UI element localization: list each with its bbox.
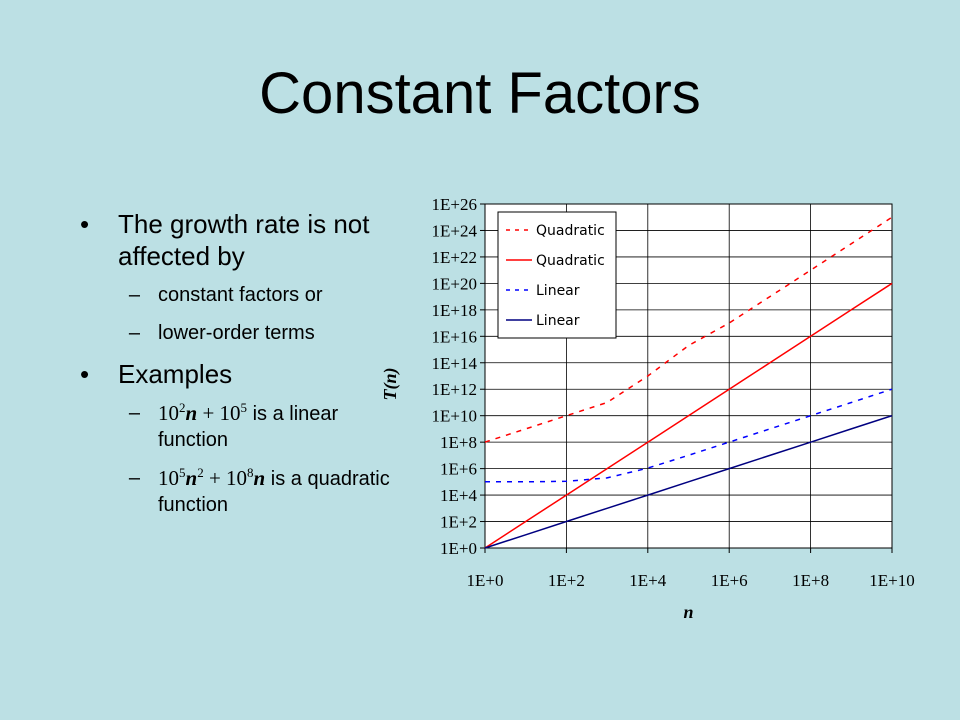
coef: 10 — [158, 466, 179, 490]
x-tick-label: 1E+4 — [629, 571, 666, 590]
bullet-text: Examples — [118, 359, 233, 389]
y-tick-label: 1E+6 — [440, 460, 477, 479]
series-line-linear-solid — [484, 414, 893, 549]
exp: 5 — [179, 465, 186, 480]
legend-box — [497, 211, 617, 339]
subbullet-text: constant factors or — [158, 284, 323, 306]
example-text: is a linear function — [158, 403, 339, 451]
growth-chart: 1E+0 1E+2 1E+4 1E+6 1E+8 1E+10 1E+12 1E+14 1E+16… — [380, 195, 915, 622]
example-quadratic: – 105n2 + 108n is a quadratic function — [80, 465, 400, 518]
y-tick-label: 1E+0 — [440, 539, 477, 558]
y-tick-label: 1E+24 — [432, 221, 478, 240]
y-tick-label: 1E+4 — [440, 486, 477, 505]
subbullet-constant-factors: – constant factors or — [80, 282, 400, 308]
var-n: n — [185, 401, 198, 425]
coef: 10 — [158, 401, 179, 425]
var-n: n — [185, 466, 198, 490]
bullet-examples: • Examples — [80, 358, 400, 390]
y-tick-label: 1E+12 — [432, 380, 477, 399]
x-tick-label: 1E+0 — [467, 571, 504, 590]
example-linear: – 102n + 105 is a linear function — [80, 400, 400, 453]
bullet-growth-rate: • The growth rate is not affected by — [80, 208, 400, 272]
math-expression: 105n2 + 108n — [158, 466, 265, 490]
coef: 10 — [219, 401, 241, 425]
y-tick-label: 1E+26 — [432, 195, 477, 214]
var-n: n — [253, 466, 266, 490]
y-tick-label: 1E+8 — [440, 433, 477, 452]
exp: 2 — [179, 400, 186, 415]
plus: + — [203, 466, 227, 490]
x-tick-label: 1E+8 — [792, 571, 829, 590]
series-line-quadratic-dashed — [484, 216, 893, 443]
y-tick-label: 1E+20 — [432, 274, 477, 293]
y-tick-label: 1E+2 — [440, 513, 477, 532]
x-tick-label: 1E+6 — [711, 571, 748, 590]
bullet-list: • The growth rate is not affected by – c… — [80, 208, 400, 530]
y-tick-label: 1E+16 — [432, 327, 477, 346]
dash-marker: – — [128, 402, 140, 424]
plot-frame — [484, 203, 893, 549]
dash-marker: – — [128, 467, 140, 489]
bullet-marker: • — [80, 359, 90, 389]
y-tick-label: 1E+14 — [432, 354, 478, 373]
x-axis-label: n — [683, 602, 693, 622]
legend-label: Quadratic — [536, 253, 605, 269]
exp: 5 — [240, 400, 248, 415]
y-tick-label: 1E+22 — [432, 248, 477, 267]
bullet-text: The growth rate is not affected by — [118, 209, 370, 271]
y-tick-label: 1E+18 — [432, 301, 477, 320]
series-line-quadratic-solid — [484, 282, 893, 549]
x-tick-label: 1E+2 — [548, 571, 585, 590]
coef: 10 — [226, 466, 248, 490]
legend-label: Quadratic — [536, 223, 605, 239]
math-expression: 102n + 105 — [158, 401, 247, 425]
slide-title: Constant Factors — [259, 61, 701, 126]
bullet-marker: • — [80, 209, 90, 239]
plus: + — [197, 401, 220, 425]
series-line-linear-dashed — [485, 388, 893, 483]
y-tick-label: 1E+10 — [432, 407, 477, 426]
legend-label: Linear — [536, 313, 580, 329]
x-tick-label: 1E+10 — [869, 571, 914, 590]
exp: 2 — [197, 465, 204, 480]
exp: 8 — [247, 465, 254, 480]
dash-marker: – — [128, 284, 140, 306]
example-text: is a quadratic function — [158, 468, 390, 516]
y-axis-label: T(n) — [380, 368, 401, 401]
legend-label: Linear — [536, 283, 580, 299]
subbullet-lower-order: – lower-order terms — [80, 320, 400, 346]
dash-marker: – — [128, 322, 140, 344]
subbullet-text: lower-order terms — [158, 322, 315, 344]
